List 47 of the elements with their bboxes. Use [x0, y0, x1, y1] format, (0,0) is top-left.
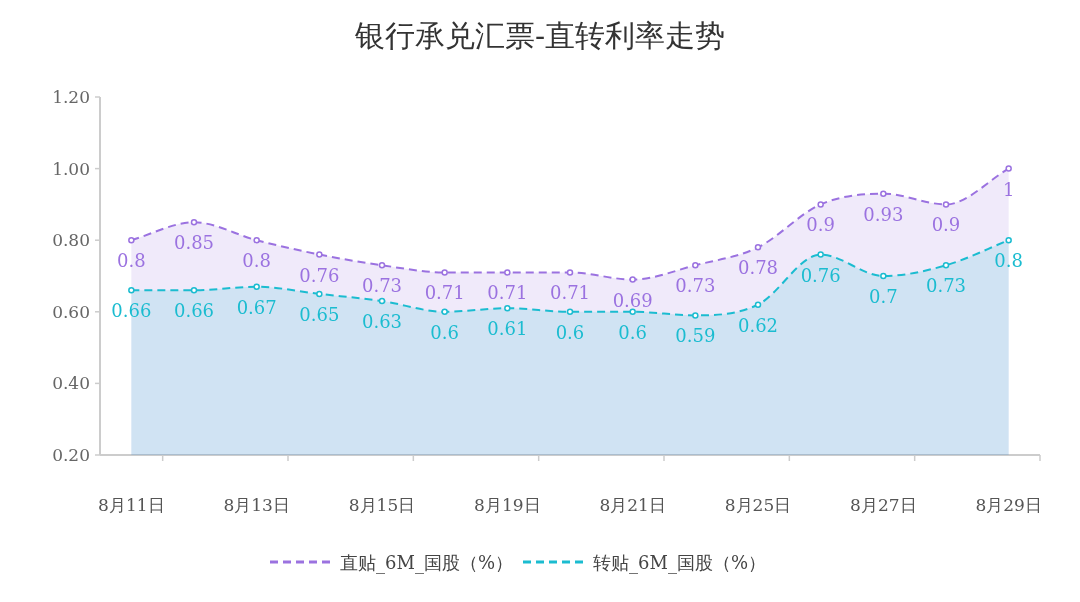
data-label: 0.71 — [487, 282, 528, 304]
chart-title: 银行承兑汇票-直转利率走势 — [353, 18, 726, 53]
data-label: 0.7 — [869, 286, 898, 307]
data-label: 0.62 — [737, 314, 779, 336]
y-tick-label: 0.40 — [52, 373, 90, 394]
data-label: 0.76 — [299, 264, 340, 286]
data-label: 0.85 — [173, 232, 215, 254]
data-label: 0.6 — [430, 321, 459, 343]
y-tick-label: 1.20 — [52, 87, 90, 107]
legend-label: 直贴_6M_国股（%） — [340, 552, 513, 574]
data-label: 0.76 — [800, 264, 841, 286]
y-tick-label: 0.20 — [52, 445, 90, 465]
data-label: 0.71 — [549, 282, 591, 304]
x-tick-label: 8月19日 — [474, 495, 541, 515]
data-label: 0.59 — [675, 325, 716, 347]
data-label: 0.9 — [806, 214, 835, 236]
data-label: 0.8 — [117, 250, 146, 272]
data-label: 0.63 — [361, 311, 403, 333]
data-label: 0.71 — [424, 282, 465, 304]
data-label: 0.73 — [361, 275, 403, 297]
x-tick-label: 8月27日 — [850, 495, 917, 515]
data-label: 0.61 — [487, 318, 528, 340]
data-label: 0.66 — [111, 300, 152, 322]
data-label: 0.6 — [555, 321, 585, 343]
x-tick-label: 8月15日 — [348, 495, 416, 515]
data-label: 0.93 — [863, 203, 904, 225]
data-label: 0.8 — [242, 250, 271, 272]
data-label: 0.73 — [925, 275, 967, 297]
data-label: 0.78 — [737, 257, 779, 279]
legend-label: 转贴_6M_国股（%） — [593, 552, 766, 574]
data-label: 0.69 — [612, 289, 653, 311]
x-tick-label: 8月29日 — [975, 495, 1042, 515]
y-tick-label: 1.00 — [52, 158, 90, 179]
data-label: 0.66 — [173, 300, 215, 322]
data-label: 0.8 — [994, 250, 1023, 272]
data-label: 0.65 — [299, 303, 340, 325]
x-tick-label: 8月25日 — [724, 495, 792, 515]
data-label: 0.6 — [618, 321, 647, 343]
data-label: 0.73 — [675, 275, 716, 297]
data-label: 0.67 — [236, 296, 277, 318]
y-tick-label: 0.80 — [52, 230, 90, 251]
data-label: 0.9 — [931, 214, 961, 236]
x-tick-label: 8月13日 — [223, 495, 290, 515]
data-label: 1 — [1002, 178, 1015, 200]
y-tick-label: 0.60 — [52, 301, 90, 322]
x-tick-label: 8月21日 — [599, 495, 666, 515]
x-tick-label: 8月11日 — [98, 495, 165, 515]
